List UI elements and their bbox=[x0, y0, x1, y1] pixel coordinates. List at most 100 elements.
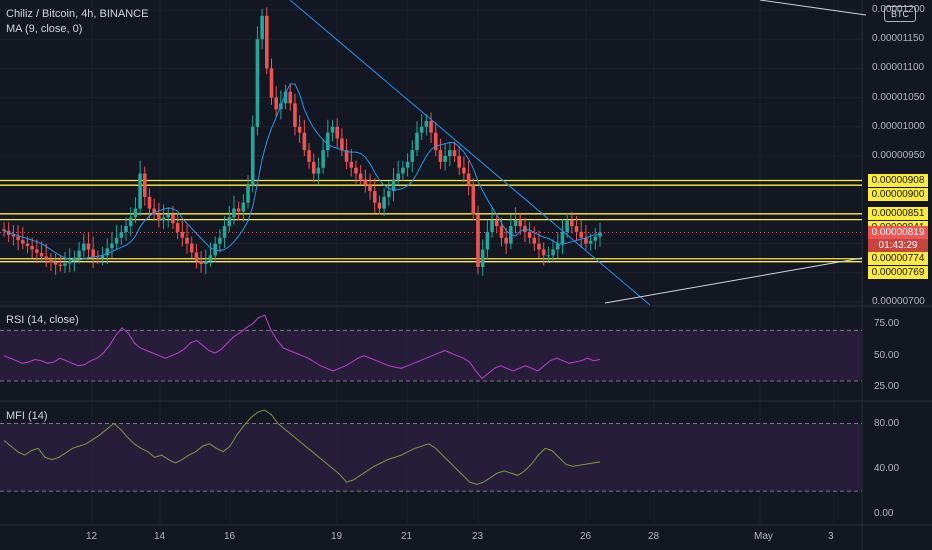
candle-down bbox=[274, 97, 278, 110]
candle-up bbox=[81, 243, 86, 251]
currency-badge[interactable]: BTC bbox=[884, 6, 916, 22]
candle-up bbox=[241, 202, 246, 212]
candle-down bbox=[358, 173, 363, 180]
candle-up bbox=[396, 173, 401, 180]
candle-down bbox=[344, 150, 349, 162]
descending-trendline bbox=[289, 0, 651, 306]
candle-up bbox=[246, 185, 250, 203]
candle-up bbox=[203, 261, 208, 265]
candle-up bbox=[326, 132, 330, 151]
candle-down bbox=[180, 231, 185, 238]
candle-up bbox=[110, 243, 114, 249]
candle-down bbox=[194, 252, 199, 262]
candle-up bbox=[424, 120, 429, 127]
candle-up bbox=[213, 243, 217, 256]
candle-down bbox=[476, 214, 480, 267]
candle-up bbox=[387, 191, 391, 197]
price-tick-label: 0.00000950 bbox=[872, 150, 925, 161]
candle-up bbox=[222, 226, 227, 238]
candle-down bbox=[269, 68, 274, 98]
rsi-tick-label: 50.00 bbox=[874, 349, 900, 361]
price-level-label: 0.00000769 bbox=[868, 266, 928, 280]
candle-up bbox=[598, 232, 602, 237]
candle-down bbox=[311, 161, 316, 174]
candle-up bbox=[72, 257, 77, 262]
candle-down bbox=[25, 243, 30, 246]
candle-up bbox=[321, 150, 325, 168]
candle-up bbox=[448, 150, 452, 156]
candle-down bbox=[377, 202, 382, 209]
price-level-label: 0.00000900 bbox=[868, 188, 928, 202]
candle-down bbox=[44, 256, 49, 260]
price-tick-label: 0.00001100 bbox=[872, 62, 925, 74]
candle-down bbox=[527, 231, 532, 238]
candle-down bbox=[570, 220, 574, 227]
candle-down bbox=[433, 132, 438, 151]
candle-up bbox=[405, 161, 410, 168]
candle-down bbox=[354, 167, 358, 174]
mfi-band bbox=[0, 423, 862, 492]
candle-down bbox=[438, 150, 443, 162]
rsi-legend: RSI (14, close) bbox=[6, 314, 79, 326]
price-tick-label: 0.00001000 bbox=[872, 120, 925, 132]
mfi-line bbox=[3, 409, 601, 485]
candle-down bbox=[297, 126, 302, 133]
ma-legend: MA (9, close, 0) bbox=[6, 23, 83, 35]
candle-up bbox=[551, 249, 555, 256]
time-tick-label: 14 bbox=[154, 531, 166, 542]
candle-up bbox=[565, 220, 569, 232]
candle-up bbox=[161, 217, 166, 221]
candle-up bbox=[283, 91, 288, 104]
candle-down bbox=[293, 103, 297, 127]
mfi-tick-label: 40.00 bbox=[874, 462, 900, 474]
candle-down bbox=[91, 249, 95, 258]
candle-down bbox=[49, 259, 53, 263]
candle-down bbox=[11, 234, 16, 237]
candle-up bbox=[119, 231, 124, 238]
price-level-label: 0.00000774 bbox=[868, 252, 928, 266]
price-tick-label: 0.00001050 bbox=[872, 91, 925, 103]
candle-down bbox=[199, 261, 203, 265]
candle-down bbox=[494, 220, 499, 227]
candle-up bbox=[560, 231, 565, 244]
price-tick-label: 0.00000700 bbox=[872, 296, 925, 307]
indicator-panes bbox=[0, 329, 862, 492]
rsi-line bbox=[3, 314, 601, 380]
candle-up bbox=[480, 249, 485, 267]
mfi-series bbox=[3, 409, 601, 485]
candle-down bbox=[288, 91, 293, 104]
candle-down bbox=[185, 237, 189, 244]
candle-up bbox=[593, 236, 598, 241]
candle-up bbox=[166, 214, 171, 218]
candle-down bbox=[147, 196, 152, 209]
time-tick-label: 19 bbox=[331, 531, 343, 542]
candle-down bbox=[236, 208, 241, 212]
time-tick-label: 23 bbox=[472, 531, 484, 542]
time-tick-label: 28 bbox=[648, 531, 660, 542]
candle-up bbox=[316, 167, 321, 174]
candle-up bbox=[100, 255, 105, 259]
moving-average bbox=[3, 83, 601, 262]
price-tick-label: 0.00001200 bbox=[872, 4, 925, 15]
candle-up bbox=[250, 126, 255, 186]
candle-up bbox=[105, 248, 110, 256]
mfi-tick-label: 80.00 bbox=[874, 417, 900, 429]
candle-down bbox=[363, 179, 368, 186]
candle-up bbox=[255, 39, 260, 127]
candle-down bbox=[58, 264, 63, 266]
candle-down bbox=[504, 237, 508, 244]
candle-up bbox=[232, 208, 236, 218]
time-tick-label: 16 bbox=[224, 531, 236, 542]
candle-up bbox=[419, 126, 424, 133]
price-level-label: 0.00000908 bbox=[868, 174, 928, 188]
candle-up bbox=[77, 250, 81, 258]
candle-up bbox=[124, 226, 128, 232]
time-tick-label: 3 bbox=[828, 531, 834, 542]
candle-up bbox=[410, 150, 415, 162]
candle-down bbox=[30, 245, 34, 250]
candle-down bbox=[53, 262, 58, 265]
candle-down bbox=[20, 240, 25, 244]
last-price-label: 0.00000819 bbox=[868, 226, 928, 239]
drawn-trendlines bbox=[289, 0, 867, 306]
